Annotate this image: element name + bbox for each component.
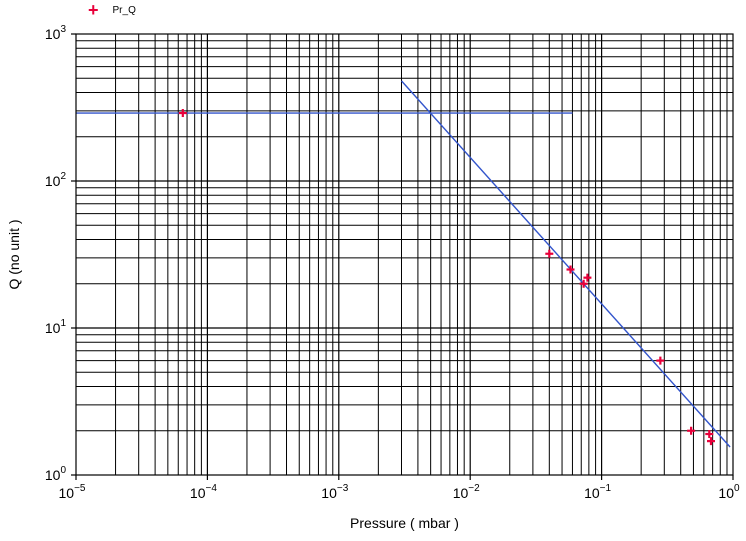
x-tick-label: 10−2 (453, 483, 480, 501)
y-tick-labels: 100 101 102 103 (45, 24, 67, 483)
data-point (583, 273, 592, 282)
data-point (656, 356, 665, 365)
fit-line (400, 80, 731, 448)
data-point (706, 437, 715, 446)
y-tick-label: 102 (45, 171, 67, 189)
x-tick-label: 10−1 (584, 483, 611, 501)
x-axis-label: Pressure ( mbar ) (350, 515, 459, 531)
data-point (705, 430, 714, 439)
y-tick-label: 100 (45, 465, 67, 483)
y-tick-label: 103 (45, 24, 67, 42)
data-points (178, 109, 715, 446)
x-tick-labels: 10−5 10−4 10−3 10−2 10−1 100 (59, 483, 741, 501)
legend-plus-marker: + (88, 0, 99, 20)
grid (71, 33, 734, 480)
x-tick-label: 100 (718, 483, 740, 501)
data-point (687, 426, 696, 435)
y-axis-label: Q (no unit ) (6, 219, 22, 289)
y-tick-label: 101 (45, 318, 67, 336)
x-tick-label: 10−5 (59, 483, 86, 501)
data-point (178, 109, 187, 118)
plot-frame (75, 33, 734, 476)
x-tick-label: 10−3 (321, 483, 348, 501)
data-point (545, 249, 554, 258)
fit-lines (76, 80, 731, 448)
x-tick-label: 10−4 (190, 483, 217, 501)
data-point (566, 265, 575, 274)
legend: + Pr_Q (88, 0, 136, 20)
data-point (579, 279, 588, 288)
legend-label: Pr_Q (112, 4, 136, 16)
